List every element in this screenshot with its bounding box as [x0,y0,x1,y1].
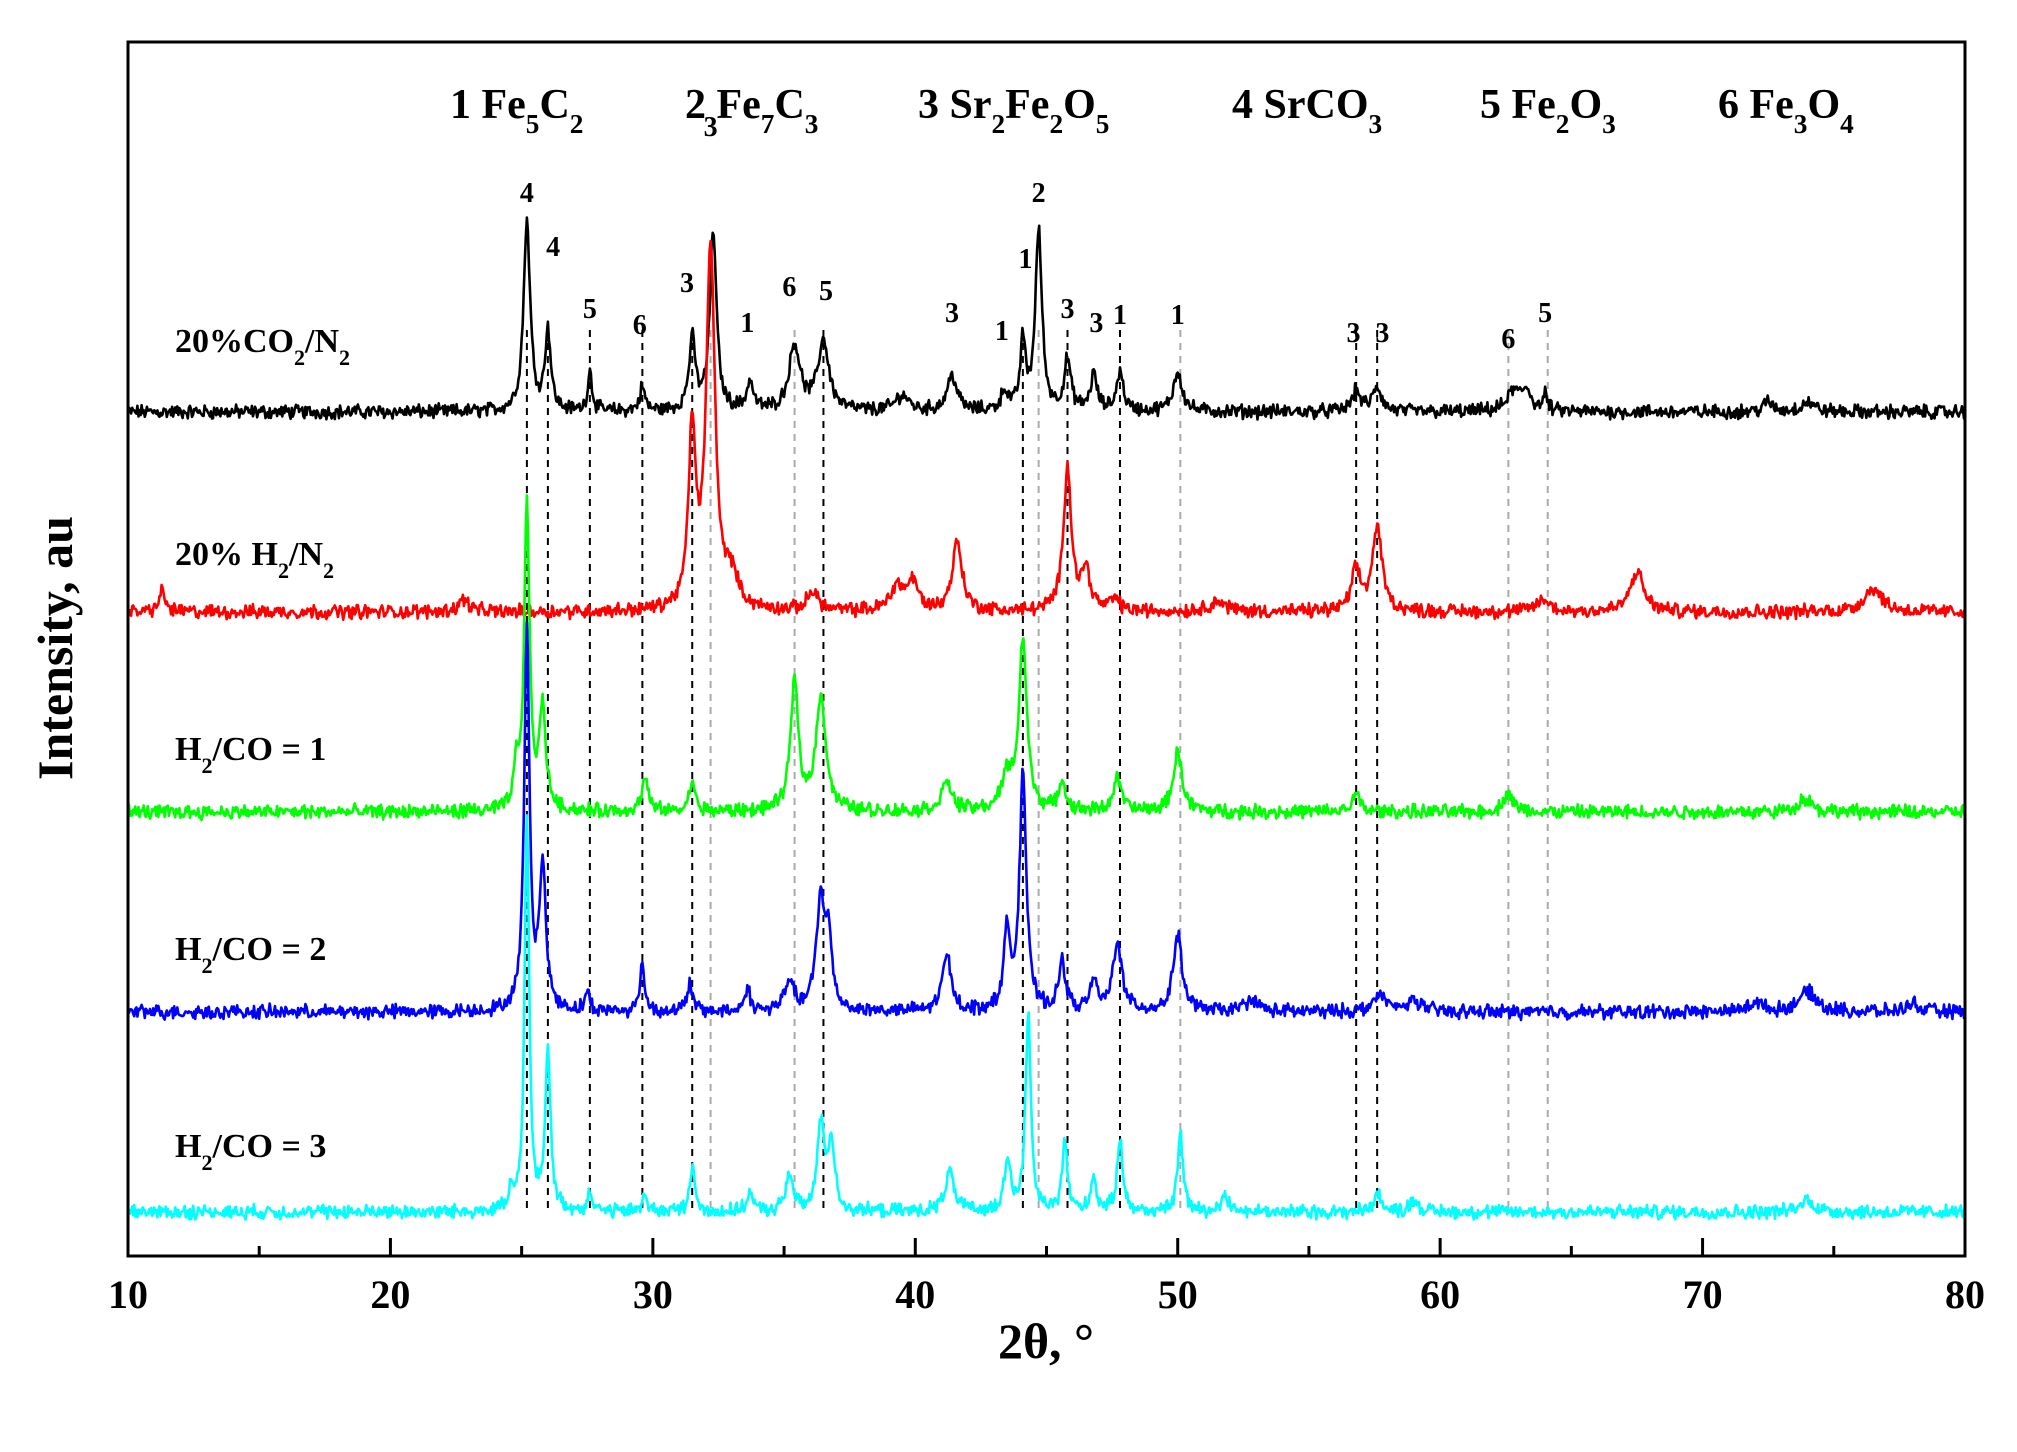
legend-phase-2: 2 Fe7C3 [685,82,818,139]
series-label-4: H2/CO = 2 [175,931,326,978]
peak-label: 3 [1375,318,1389,349]
series-line-5 [126,814,1967,1221]
legend-phase-3: 3 Sr2Fe2O5 [918,82,1109,139]
x-tick-label: 20 [370,1272,410,1317]
peak-label: 5 [819,276,833,307]
x-tick-label: 30 [633,1272,673,1317]
series-line-2 [126,239,1967,621]
peak-label: 3 [1060,294,1074,325]
series-label-2: 20% H2/N2 [175,536,334,583]
x-tick-label: 80 [1945,1272,1985,1317]
x-tick-label: 50 [1158,1272,1198,1317]
phase-legend: 1 Fe5C2 2 Fe7C3 3 Sr2Fe2O5 4 SrCO3 5 Fe2O3 6 … [450,82,1854,139]
x-axis-title: 2θ, ° [998,1313,1094,1369]
series-labels: 20%CO2/N2 20% H2/N2 H2/CO = 1 H2/CO = 2 H2/C… [175,323,350,1175]
x-tick-label: 60 [1420,1272,1460,1317]
x-axis: 10 20 30 40 50 60 70 80 [108,1238,1985,1317]
peak-label: 3 [1089,308,1103,339]
peak-label: 6 [782,272,796,303]
peak-label: 3 [1347,318,1361,349]
peak-label: 5 [583,294,597,325]
peak-label: 1 [1171,300,1185,331]
legend-phase-1: 1 Fe5C2 [450,82,583,139]
series-line-1 [126,216,1967,421]
reference-lines [525,330,1549,1210]
legend-phase-6: 6 Fe3O4 [1718,82,1854,139]
peak-label: 3 [945,298,959,329]
x-tick-label: 10 [108,1272,148,1317]
y-axis-title: Intensity, au [27,516,83,780]
peak-label: 1 [1113,300,1127,331]
peak-label: 6 [1501,324,1515,355]
series-layer [126,216,1967,1221]
peak-label: 6 [633,310,647,341]
legend-phase-4: 4 SrCO3 [1232,82,1382,139]
peak-label: 3 [704,112,718,143]
peak-label: 1 [740,308,754,339]
peak-label: 4 [520,178,534,209]
peak-label: 2 [1032,178,1046,209]
x-tick-label: 70 [1683,1272,1723,1317]
series-line-3 [126,494,1967,822]
series-label-1: 20%CO2/N2 [175,323,350,370]
peak-label: 4 [546,232,560,263]
series-label-5: H2/CO = 3 [175,1128,326,1175]
peak-label: 1 [995,316,1009,347]
series-line-4 [127,621,1967,1022]
peak-label: 1 [1019,244,1033,275]
x-tick-label: 40 [895,1272,935,1317]
series-label-3: H2/CO = 1 [175,731,326,778]
peak-label: 3 [680,268,694,299]
legend-phase-5: 5 Fe2O3 [1480,82,1616,139]
plot-frame [126,40,1967,1258]
peak-label: 5 [1538,298,1552,329]
